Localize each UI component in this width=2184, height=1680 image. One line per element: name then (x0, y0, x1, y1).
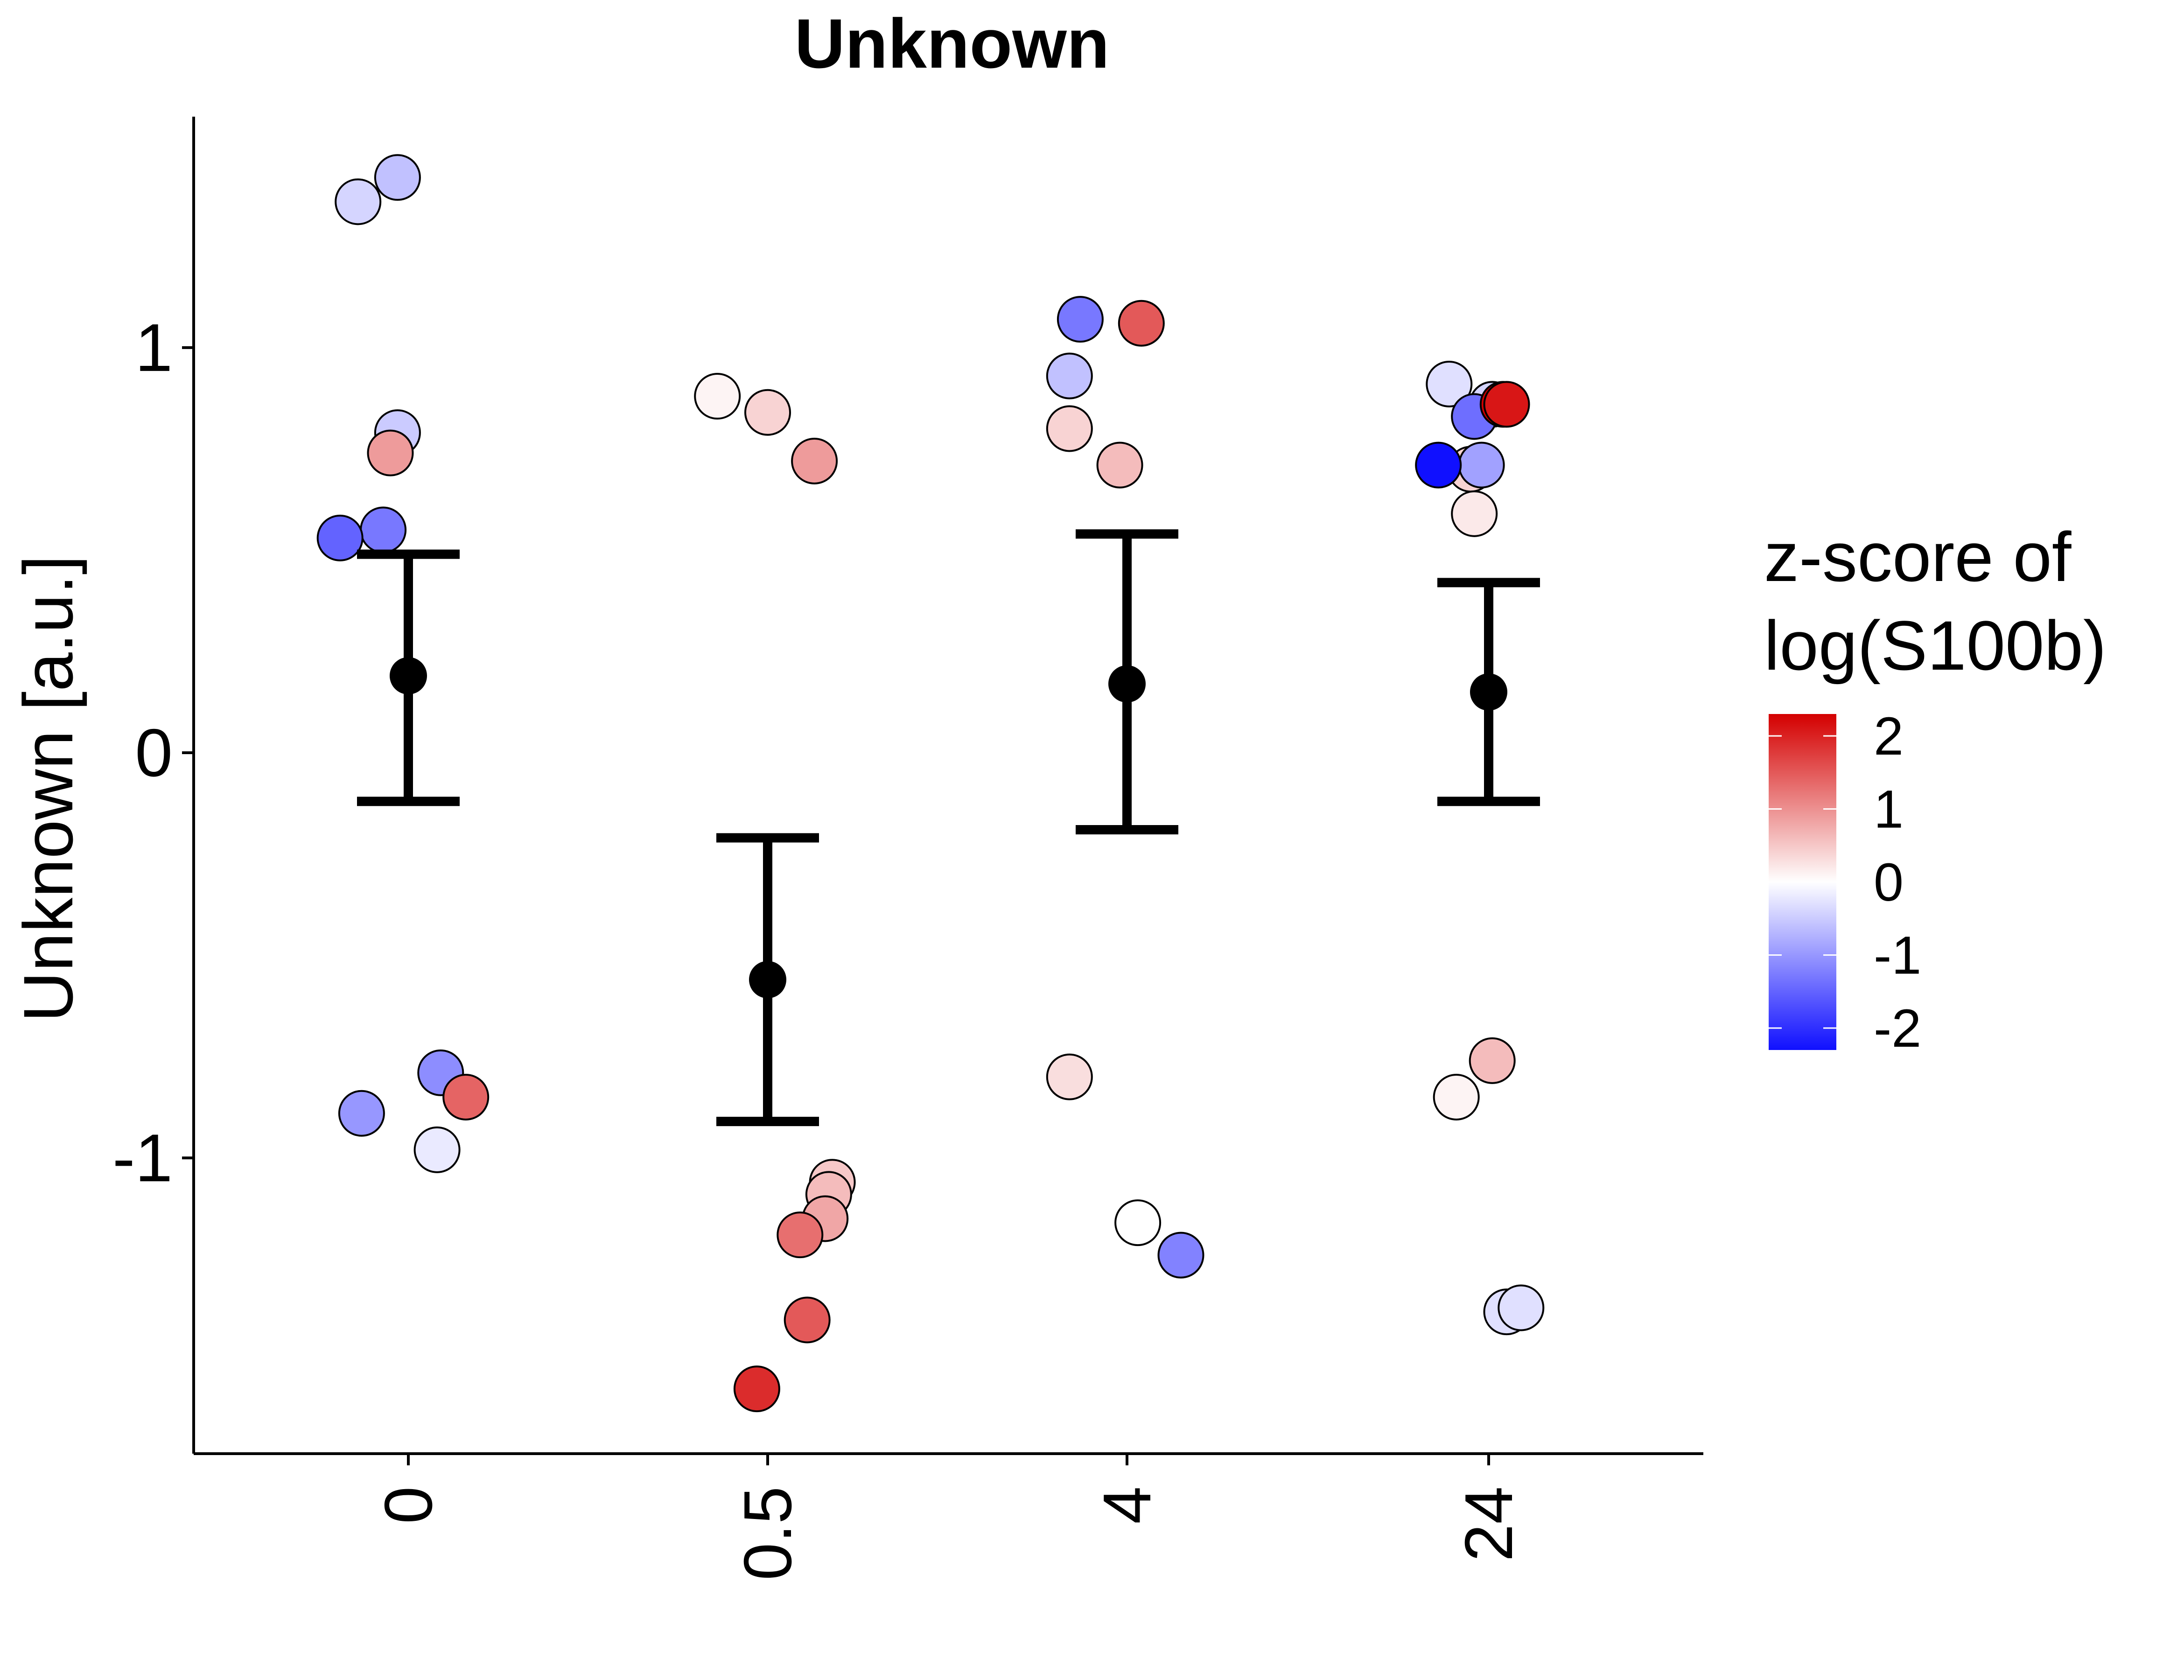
data-point (413, 1126, 461, 1173)
data-point (338, 1090, 385, 1137)
data-point (791, 437, 838, 484)
mean-point (749, 961, 786, 999)
data-point (1114, 1199, 1162, 1246)
legend-tick-label: 2 (1874, 707, 1904, 766)
data-point (360, 506, 407, 553)
data-point (1046, 1053, 1093, 1100)
legend-tick-label: 1 (1874, 779, 1904, 839)
data-point (367, 429, 414, 476)
legend-tick-label: -1 (1874, 926, 1921, 986)
data-point (1415, 441, 1462, 489)
y-tick-label: 0 (135, 715, 173, 791)
data-point (374, 154, 421, 201)
data-point (335, 178, 382, 225)
data-point (744, 389, 791, 436)
y-axis-label: Unknown [a.u.] (9, 555, 87, 1022)
data-point (1498, 1284, 1545, 1331)
data-point (1426, 361, 1473, 407)
x-tick-label: 0.5 (730, 1486, 805, 1581)
legend-tick-label: 0 (1874, 853, 1904, 912)
mean-point (1108, 665, 1146, 703)
legend-title-line-1: z-score of (1764, 518, 2072, 596)
data-point (777, 1211, 824, 1259)
legend-tick-label: -2 (1874, 999, 1921, 1058)
chart-title: Unknown (795, 4, 1110, 83)
data-point (1157, 1232, 1204, 1279)
data-point (442, 1074, 490, 1120)
data-point (733, 1365, 780, 1413)
x-tick-label: 24 (1451, 1486, 1526, 1561)
data-point (1458, 441, 1505, 489)
data-point (1118, 300, 1165, 347)
plot-area: -1 0 1 0 0.5 4 24 (112, 117, 1703, 1581)
data-point (316, 514, 364, 561)
data-point (1433, 1074, 1480, 1120)
data-point (784, 1296, 831, 1344)
data-point (1096, 441, 1143, 489)
x-tick-label: 4 (1089, 1486, 1165, 1524)
data-point (694, 373, 741, 420)
legend: z-score of log(S100b) 2 1 0 -1 -2 (1764, 518, 2107, 1058)
legend-ticks: 2 1 0 -1 -2 (1769, 707, 1921, 1058)
data-point (1451, 490, 1498, 537)
data-point (1057, 296, 1104, 343)
data-point (1046, 352, 1093, 399)
data-point (1469, 1037, 1516, 1084)
data-point (1046, 405, 1093, 452)
mean-point (1470, 673, 1507, 711)
y-tick-label: -1 (112, 1120, 173, 1196)
mean-point (390, 657, 427, 695)
x-tick-label: 0 (371, 1486, 446, 1524)
legend-title-line-2: log(S100b) (1764, 606, 2107, 685)
y-tick-label: 1 (135, 310, 173, 385)
data-point (1483, 381, 1530, 428)
